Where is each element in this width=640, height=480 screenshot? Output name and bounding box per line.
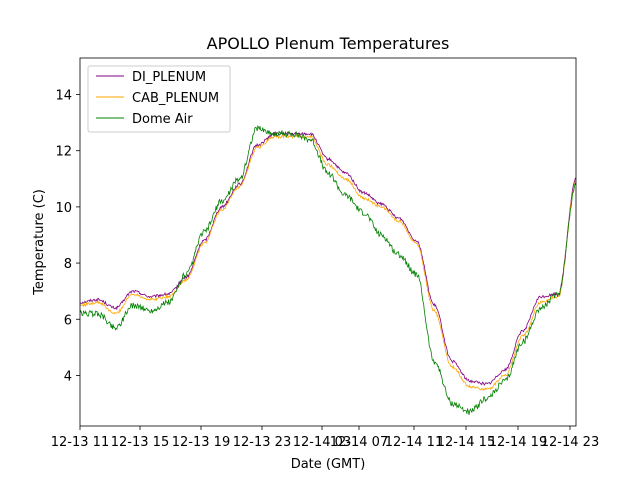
x-axis-label: Date (GMT) (291, 457, 366, 472)
x-tick-label: 12-13 15 (111, 435, 169, 450)
x-tick-label: 12-14 15 (437, 435, 495, 450)
legend-label: DI_PLENUM (132, 70, 206, 85)
y-tick-label: 12 (55, 145, 72, 160)
x-tick-label: 12-14 07 (330, 435, 388, 450)
y-tick-label: 10 (55, 201, 72, 216)
series-line-dome-air (80, 125, 576, 415)
x-tick-label: 12-14 19 (489, 435, 547, 450)
y-axis: 4 6 8 10 12 14 (55, 89, 80, 384)
legend: DI_PLENUM CAB_PLENUM Dome Air (87, 65, 231, 133)
x-tick-label: 12-14 23 (541, 435, 599, 450)
plot-area (80, 125, 576, 415)
axes-frame (79, 57, 577, 427)
series-line-di-plenum (80, 131, 576, 386)
x-tick-label: 12-14 03 (293, 435, 351, 450)
x-axis: 12-13 11 12-13 15 12-13 19 12-13 23 12-14 03… (51, 426, 599, 450)
x-tick-label: 12-14 11 (385, 435, 443, 450)
y-axis-label: Temperature (C) (32, 189, 47, 296)
chart-title: APOLLO Plenum Temperatures (207, 34, 450, 53)
legend-label: CAB_PLENUM (132, 91, 219, 106)
legend-label: Dome Air (132, 112, 193, 127)
x-tick-label: 12-13 11 (51, 435, 109, 450)
y-tick-label: 8 (64, 257, 72, 272)
x-tick-label: 12-13 23 (233, 435, 291, 450)
series-line-cab-plenum (80, 134, 576, 392)
x-tick-label: 12-13 19 (172, 435, 230, 450)
y-tick-label: 4 (64, 369, 72, 384)
y-tick-label: 6 (64, 313, 72, 328)
y-tick-label: 14 (55, 89, 72, 104)
legend-box (87, 65, 231, 133)
